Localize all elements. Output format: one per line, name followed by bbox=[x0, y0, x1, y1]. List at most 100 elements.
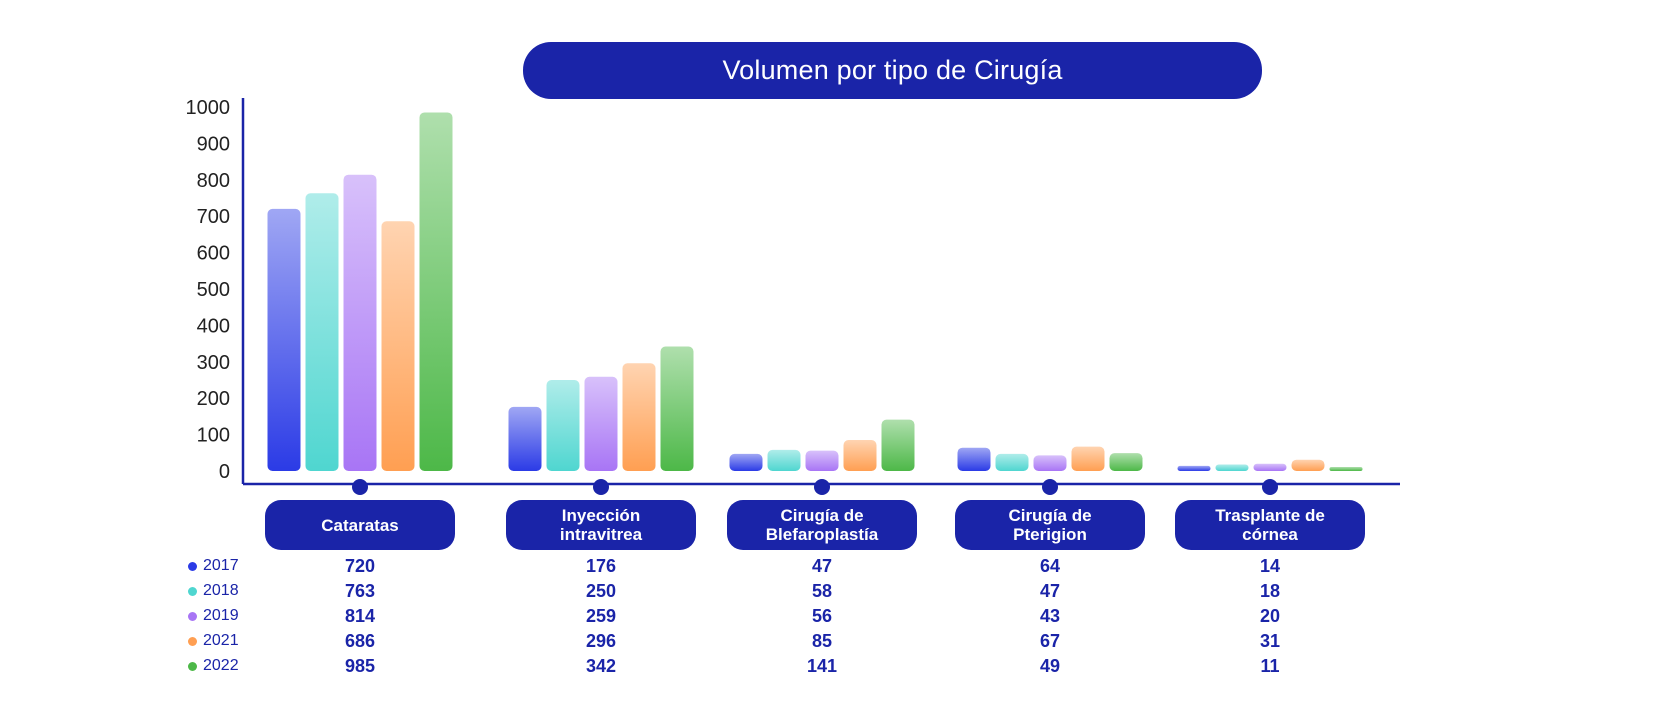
value-cell: 14 bbox=[1259, 556, 1281, 576]
bar-2022-5 bbox=[1329, 466, 1363, 471]
y-tick-label: 500 bbox=[197, 279, 230, 301]
category-axis-dot bbox=[814, 479, 830, 495]
value-cell: 720 bbox=[344, 556, 376, 576]
category-label-line: córnea bbox=[1242, 525, 1298, 544]
value-cell: 686 bbox=[344, 631, 376, 651]
category-label-text: Cirugía de Pterigion bbox=[970, 506, 1130, 544]
value-cell: 64 bbox=[1039, 556, 1061, 576]
category-label-line: Blefaroplastía bbox=[765, 525, 879, 544]
bar-2019-1 bbox=[343, 174, 377, 472]
bar-2018-3 bbox=[767, 449, 801, 471]
category-label-line: Pterigion bbox=[1013, 525, 1087, 544]
category-label-text: Cirugía de Blefaroplastía bbox=[742, 506, 902, 544]
legend-label: 2019 bbox=[203, 607, 239, 624]
y-tick-label: 300 bbox=[197, 352, 230, 374]
category-label-text: Trasplante de córnea bbox=[1190, 506, 1350, 544]
category-label-line: Trasplante de bbox=[1215, 506, 1325, 525]
legend-swatch bbox=[188, 561, 197, 571]
category-label-text: Cataratas bbox=[280, 516, 440, 535]
category-label-line: Cirugía de bbox=[780, 506, 864, 525]
bar-2018-5 bbox=[1215, 464, 1249, 471]
bar-2017-3 bbox=[729, 453, 763, 471]
category-label: Inyección intravitrea bbox=[506, 500, 696, 550]
bar-2021-1 bbox=[381, 221, 415, 471]
bar-2017-4 bbox=[957, 447, 991, 471]
value-cell: 259 bbox=[585, 606, 617, 626]
bar-2021-5 bbox=[1291, 459, 1325, 471]
value-cell: 176 bbox=[585, 556, 617, 576]
bar-2022-2 bbox=[660, 346, 694, 471]
bar-2017-2 bbox=[508, 406, 542, 471]
bar-2021-4 bbox=[1071, 446, 1105, 471]
bar-2021-3 bbox=[843, 440, 877, 471]
y-tick-label: 100 bbox=[197, 425, 230, 447]
value-cell: 763 bbox=[344, 581, 376, 601]
bar-2021-2 bbox=[622, 363, 656, 471]
y-tick-label: 200 bbox=[197, 388, 230, 410]
category-label: Cataratas bbox=[265, 500, 455, 550]
value-cell: 20 bbox=[1259, 606, 1281, 626]
value-cell: 11 bbox=[1260, 656, 1280, 676]
bar-2018-2 bbox=[546, 380, 580, 471]
value-cell: 814 bbox=[344, 606, 376, 626]
value-cell: 47 bbox=[1039, 581, 1061, 601]
category-label-line: intravitrea bbox=[559, 525, 643, 544]
category-label-line: Inyección bbox=[561, 506, 641, 525]
value-cell: 296 bbox=[585, 631, 617, 651]
bar-2019-2 bbox=[584, 376, 618, 471]
y-tick-label: 0 bbox=[219, 461, 230, 483]
bar-2018-4 bbox=[995, 453, 1029, 471]
y-tick-label: 400 bbox=[197, 315, 230, 337]
y-tick-label: 900 bbox=[197, 133, 230, 155]
category-label: Trasplante de córnea bbox=[1175, 500, 1365, 550]
bar-2019-5 bbox=[1253, 463, 1287, 471]
category-axis-dot bbox=[1042, 479, 1058, 495]
legend-label: 2018 bbox=[203, 582, 239, 599]
legend-swatch bbox=[188, 661, 197, 671]
bar-2019-4 bbox=[1033, 455, 1067, 471]
value-cell: 85 bbox=[811, 631, 833, 651]
legend-item: 2021 bbox=[188, 631, 239, 651]
bar-2022-4 bbox=[1109, 453, 1143, 471]
legend-item: 2019 bbox=[188, 606, 239, 626]
y-tick-label: 600 bbox=[197, 243, 230, 265]
legend-swatch bbox=[188, 611, 197, 621]
category-axis-dot bbox=[1262, 479, 1278, 495]
value-cell: 49 bbox=[1039, 656, 1061, 676]
value-cell: 58 bbox=[811, 581, 833, 601]
legend-item: 2017 bbox=[188, 556, 239, 576]
value-cell: 31 bbox=[1259, 631, 1281, 651]
value-cell: 43 bbox=[1039, 606, 1061, 626]
legend-item: 2022 bbox=[188, 656, 239, 676]
legend-swatch bbox=[188, 586, 197, 596]
value-cell: 67 bbox=[1039, 631, 1061, 651]
value-cell: 47 bbox=[811, 556, 833, 576]
bar-2022-1 bbox=[419, 112, 453, 472]
value-cell: 342 bbox=[585, 656, 617, 676]
category-label: Cirugía de Blefaroplastía bbox=[727, 500, 917, 550]
category-label-line: Cataratas bbox=[321, 515, 399, 535]
legend-label: 2017 bbox=[203, 557, 239, 574]
y-tick-label: 1000 bbox=[186, 97, 231, 119]
bar-2017-1 bbox=[267, 208, 301, 472]
legend-swatch bbox=[188, 636, 197, 646]
chart-title: Volumen por tipo de Cirugía bbox=[523, 42, 1262, 99]
category-axis-dot bbox=[593, 479, 609, 495]
value-cell: 141 bbox=[806, 656, 838, 676]
category-label: Cirugía de Pterigion bbox=[955, 500, 1145, 550]
value-cell: 18 bbox=[1259, 581, 1281, 601]
bar-2018-1 bbox=[305, 193, 339, 471]
value-cell: 985 bbox=[344, 656, 376, 676]
legend-item: 2018 bbox=[188, 581, 239, 601]
value-cell: 250 bbox=[585, 581, 617, 601]
legend-label: 2021 bbox=[203, 632, 239, 649]
bar-2022-3 bbox=[881, 419, 915, 471]
category-label-text: Inyección intravitrea bbox=[521, 506, 681, 544]
category-axis-dot bbox=[352, 479, 368, 495]
y-tick-label: 700 bbox=[197, 206, 230, 228]
category-label-line: Cirugía de bbox=[1008, 506, 1092, 525]
value-cell: 56 bbox=[811, 606, 833, 626]
